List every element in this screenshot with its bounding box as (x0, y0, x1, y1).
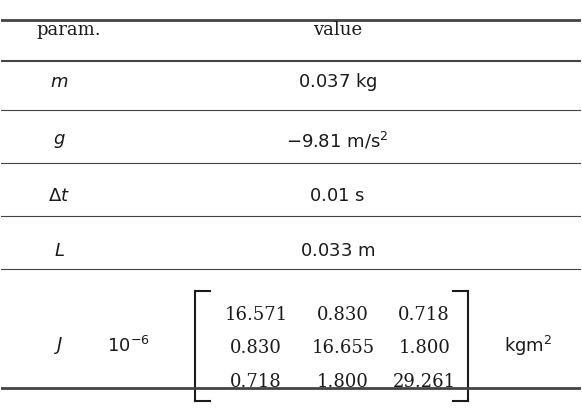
Text: 1.800: 1.800 (317, 373, 369, 391)
Text: 0.830: 0.830 (317, 306, 369, 324)
Text: 0.718: 0.718 (398, 306, 450, 324)
Text: value: value (313, 21, 362, 39)
Text: $g$: $g$ (53, 132, 66, 150)
Text: 16.571: 16.571 (225, 306, 288, 324)
Text: 0.830: 0.830 (230, 339, 282, 357)
Text: $\Delta t$: $\Delta t$ (48, 187, 70, 205)
Text: $10^{-6}$: $10^{-6}$ (108, 336, 150, 356)
Text: 1.800: 1.800 (398, 339, 450, 357)
Text: $0.037\ \mathrm{kg}$: $0.037\ \mathrm{kg}$ (297, 71, 377, 93)
Text: $\mathrm{kgm}^2$: $\mathrm{kgm}^2$ (505, 334, 553, 358)
Text: $L$: $L$ (54, 242, 65, 259)
Text: param.: param. (36, 21, 101, 39)
Text: 0.718: 0.718 (230, 373, 282, 391)
Text: $m$: $m$ (50, 73, 69, 91)
Text: $0.01\ \mathrm{s}$: $0.01\ \mathrm{s}$ (309, 187, 365, 205)
Text: $-9.81\ \mathrm{m/s}^2$: $-9.81\ \mathrm{m/s}^2$ (286, 131, 389, 152)
Text: 16.655: 16.655 (311, 339, 375, 357)
Text: $J$: $J$ (55, 335, 64, 356)
Text: $0.033\ \mathrm{m}$: $0.033\ \mathrm{m}$ (300, 242, 375, 259)
Text: 29.261: 29.261 (393, 373, 456, 391)
